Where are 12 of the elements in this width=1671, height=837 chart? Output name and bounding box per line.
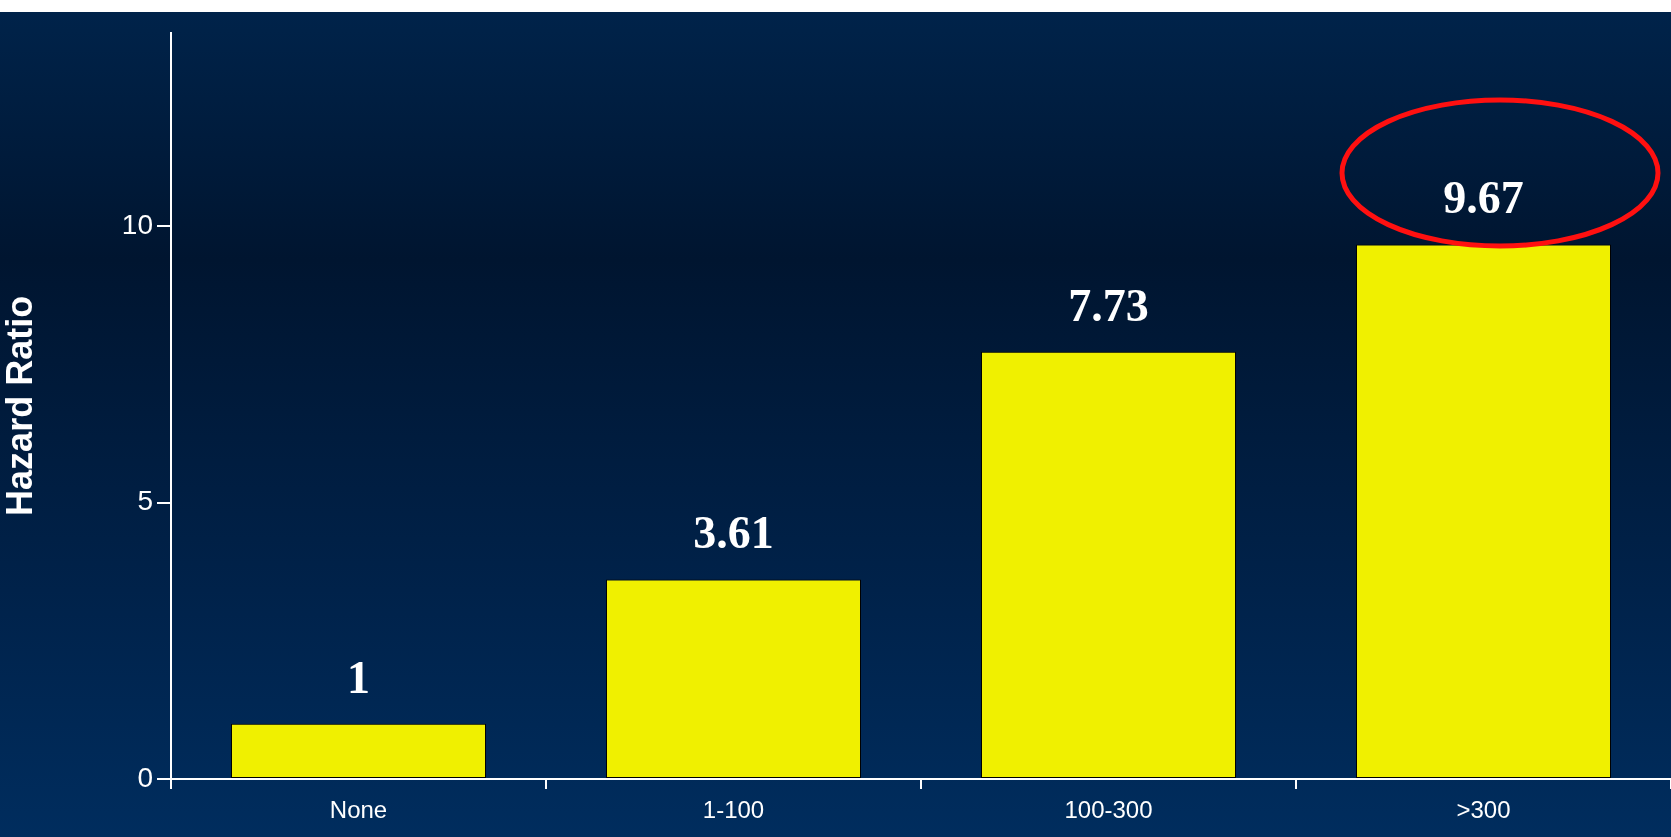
y-tick-label: 0 — [137, 761, 153, 793]
x-tick-label: >300 — [1456, 796, 1511, 824]
y-tick-label: 10 — [121, 208, 153, 240]
data-label: 1 — [347, 651, 370, 703]
x-tick-label: None — [329, 796, 388, 824]
data-label: 9.67 — [1443, 172, 1524, 224]
x-tick-label: 1-100 — [702, 796, 765, 824]
data-label: 7.73 — [1068, 279, 1149, 331]
y-axis-title: Hazard Ratio — [0, 295, 40, 516]
y-tick-label: 5 — [137, 485, 153, 517]
x-tick-label: 100-300 — [1064, 796, 1153, 824]
data-label: 3.61 — [693, 507, 774, 559]
